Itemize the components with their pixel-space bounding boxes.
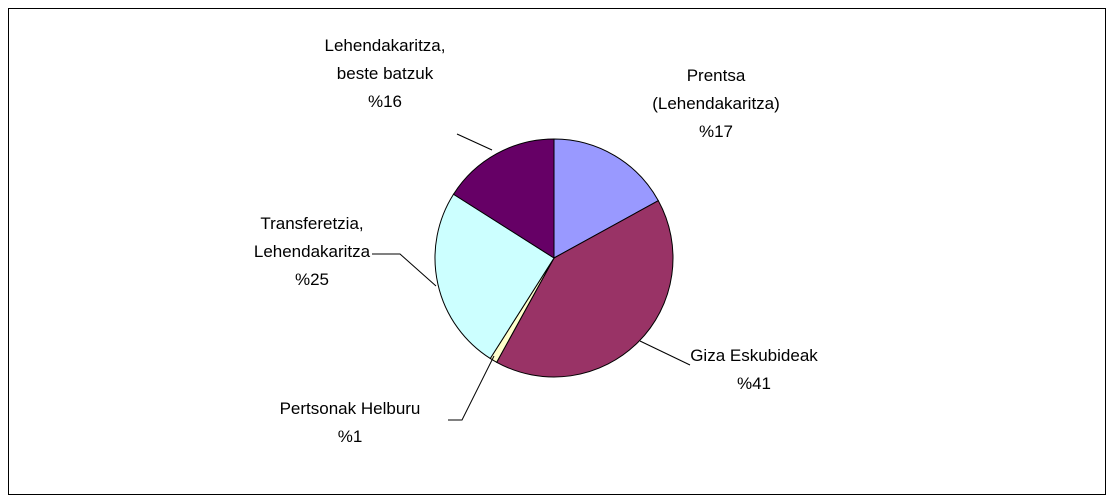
category-label: Pertsonak Helburu — [280, 399, 421, 418]
value-label: %25 — [295, 270, 329, 289]
category-label: Giza Eskubideak — [690, 346, 818, 365]
pie-slice — [495, 199, 674, 378]
pie-slice — [553, 138, 659, 259]
pie-slice — [434, 193, 555, 360]
value-label: %41 — [737, 374, 771, 393]
value-label: %17 — [699, 122, 733, 141]
labels: Prentsa (Lehendakaritza) %17 Giza Eskubidea… — [254, 36, 818, 446]
leader-line — [448, 355, 495, 421]
leader-line — [639, 340, 691, 366]
pie — [434, 138, 674, 378]
leader-line — [456, 133, 493, 151]
pie-slice — [452, 138, 555, 259]
value-label: %1 — [338, 427, 363, 446]
category-label: Transferetzia, Lehendakaritza — [254, 214, 371, 261]
category-label: Prentsa (Lehendakaritza) — [652, 66, 780, 113]
leader-line — [372, 253, 437, 287]
value-label: %16 — [368, 92, 402, 111]
category-label: Lehendakaritza, beste batzuk — [325, 36, 446, 83]
